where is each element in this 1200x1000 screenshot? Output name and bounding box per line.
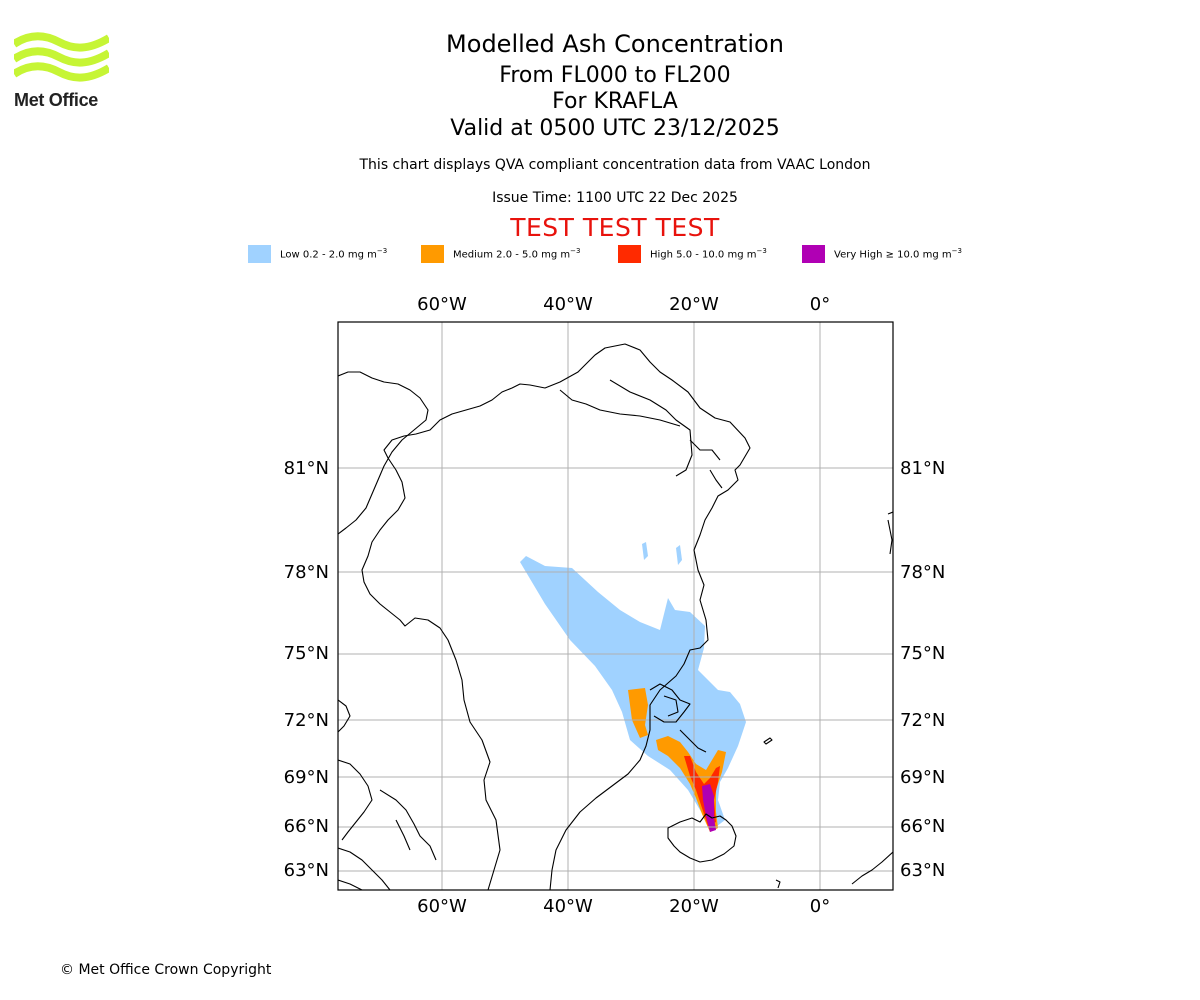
- legend-label-high: High 5.0 - 10.0 mg m: [650, 249, 757, 261]
- ash-very-high-region: [702, 784, 716, 832]
- logo-text: Met Office: [14, 90, 99, 110]
- test-banner: TEST TEST TEST: [510, 213, 720, 242]
- chart-title: Modelled Ash Concentration: [446, 30, 784, 58]
- lat-label-right: 75°N: [900, 643, 945, 664]
- lat-label-left: 69°N: [284, 767, 329, 788]
- lat-label-right: 63°N: [900, 860, 945, 881]
- met-office-wave-icon: [14, 32, 109, 82]
- coastlines: [338, 343, 893, 890]
- map-frame: [337, 321, 894, 891]
- ash-medium-region: [628, 688, 648, 738]
- lon-label-bottom: 60°W: [417, 896, 467, 917]
- volcano-name: For KRAFLA: [552, 89, 678, 114]
- iceland-coastline: [667, 813, 737, 863]
- legend-label-medium: Medium 2.0 - 5.0 mg m: [453, 249, 571, 261]
- lat-label-left: 78°N: [284, 562, 329, 583]
- flight-level-range: From FL000 to FL200: [499, 63, 731, 88]
- legend-item-high: High 5.0 - 10.0 mg m−3: [618, 244, 767, 264]
- legend-item-low: Low 0.2 - 2.0 mg m−3: [248, 244, 387, 264]
- lat-label-right: 69°N: [900, 767, 945, 788]
- lat-label-right: 72°N: [900, 710, 945, 731]
- lon-label-top: 60°W: [417, 294, 467, 315]
- lon-label-bottom: 20°W: [669, 896, 719, 917]
- legend-item-medium: Medium 2.0 - 5.0 mg m−3: [421, 244, 580, 264]
- issue-time: Issue Time: 1100 UTC 22 Dec 2025: [492, 190, 738, 206]
- greenland-coastline: [361, 343, 751, 890]
- legend-swatch-very-high: [802, 245, 825, 263]
- legend-label-low: Low 0.2 - 2.0 mg m: [280, 249, 377, 261]
- lat-label-right: 81°N: [900, 458, 945, 479]
- ash-low-fragment: [676, 545, 682, 565]
- legend-label-very-high: Very High ≥ 10.0 mg m: [834, 249, 952, 261]
- met-office-logo: Met Office: [14, 30, 109, 110]
- lat-label-left: 63°N: [284, 860, 329, 881]
- lat-label-right: 66°N: [900, 816, 945, 837]
- legend-swatch-medium: [421, 245, 444, 263]
- legend-swatch-high: [618, 245, 641, 263]
- lon-label-top: 0°: [810, 294, 830, 315]
- lat-label-left: 72°N: [284, 710, 329, 731]
- map-content: [338, 322, 893, 890]
- lon-label-bottom: 0°: [810, 896, 830, 917]
- legend: Low 0.2 - 2.0 mg m−3 Medium 2.0 - 5.0 mg…: [0, 244, 1200, 266]
- legend-item-very-high: Very High ≥ 10.0 mg m−3: [802, 244, 962, 264]
- lat-label-left: 81°N: [284, 458, 329, 479]
- lon-label-top: 20°W: [669, 294, 719, 315]
- lon-label-top: 40°W: [543, 294, 593, 315]
- lat-label-right: 78°N: [900, 562, 945, 583]
- canada-coastline: [338, 371, 429, 535]
- valid-time: Valid at 0500 UTC 23/12/2025: [450, 116, 780, 141]
- ash-low-fragment: [642, 542, 648, 560]
- legend-swatch-low: [248, 245, 271, 263]
- lon-label-bottom: 40°W: [543, 896, 593, 917]
- lat-label-left: 66°N: [284, 816, 329, 837]
- copyright-notice: © Met Office Crown Copyright: [60, 962, 272, 978]
- lat-label-left: 75°N: [284, 643, 329, 664]
- gridlines: [338, 322, 893, 890]
- chart-description: This chart displays QVA compliant concen…: [359, 157, 871, 173]
